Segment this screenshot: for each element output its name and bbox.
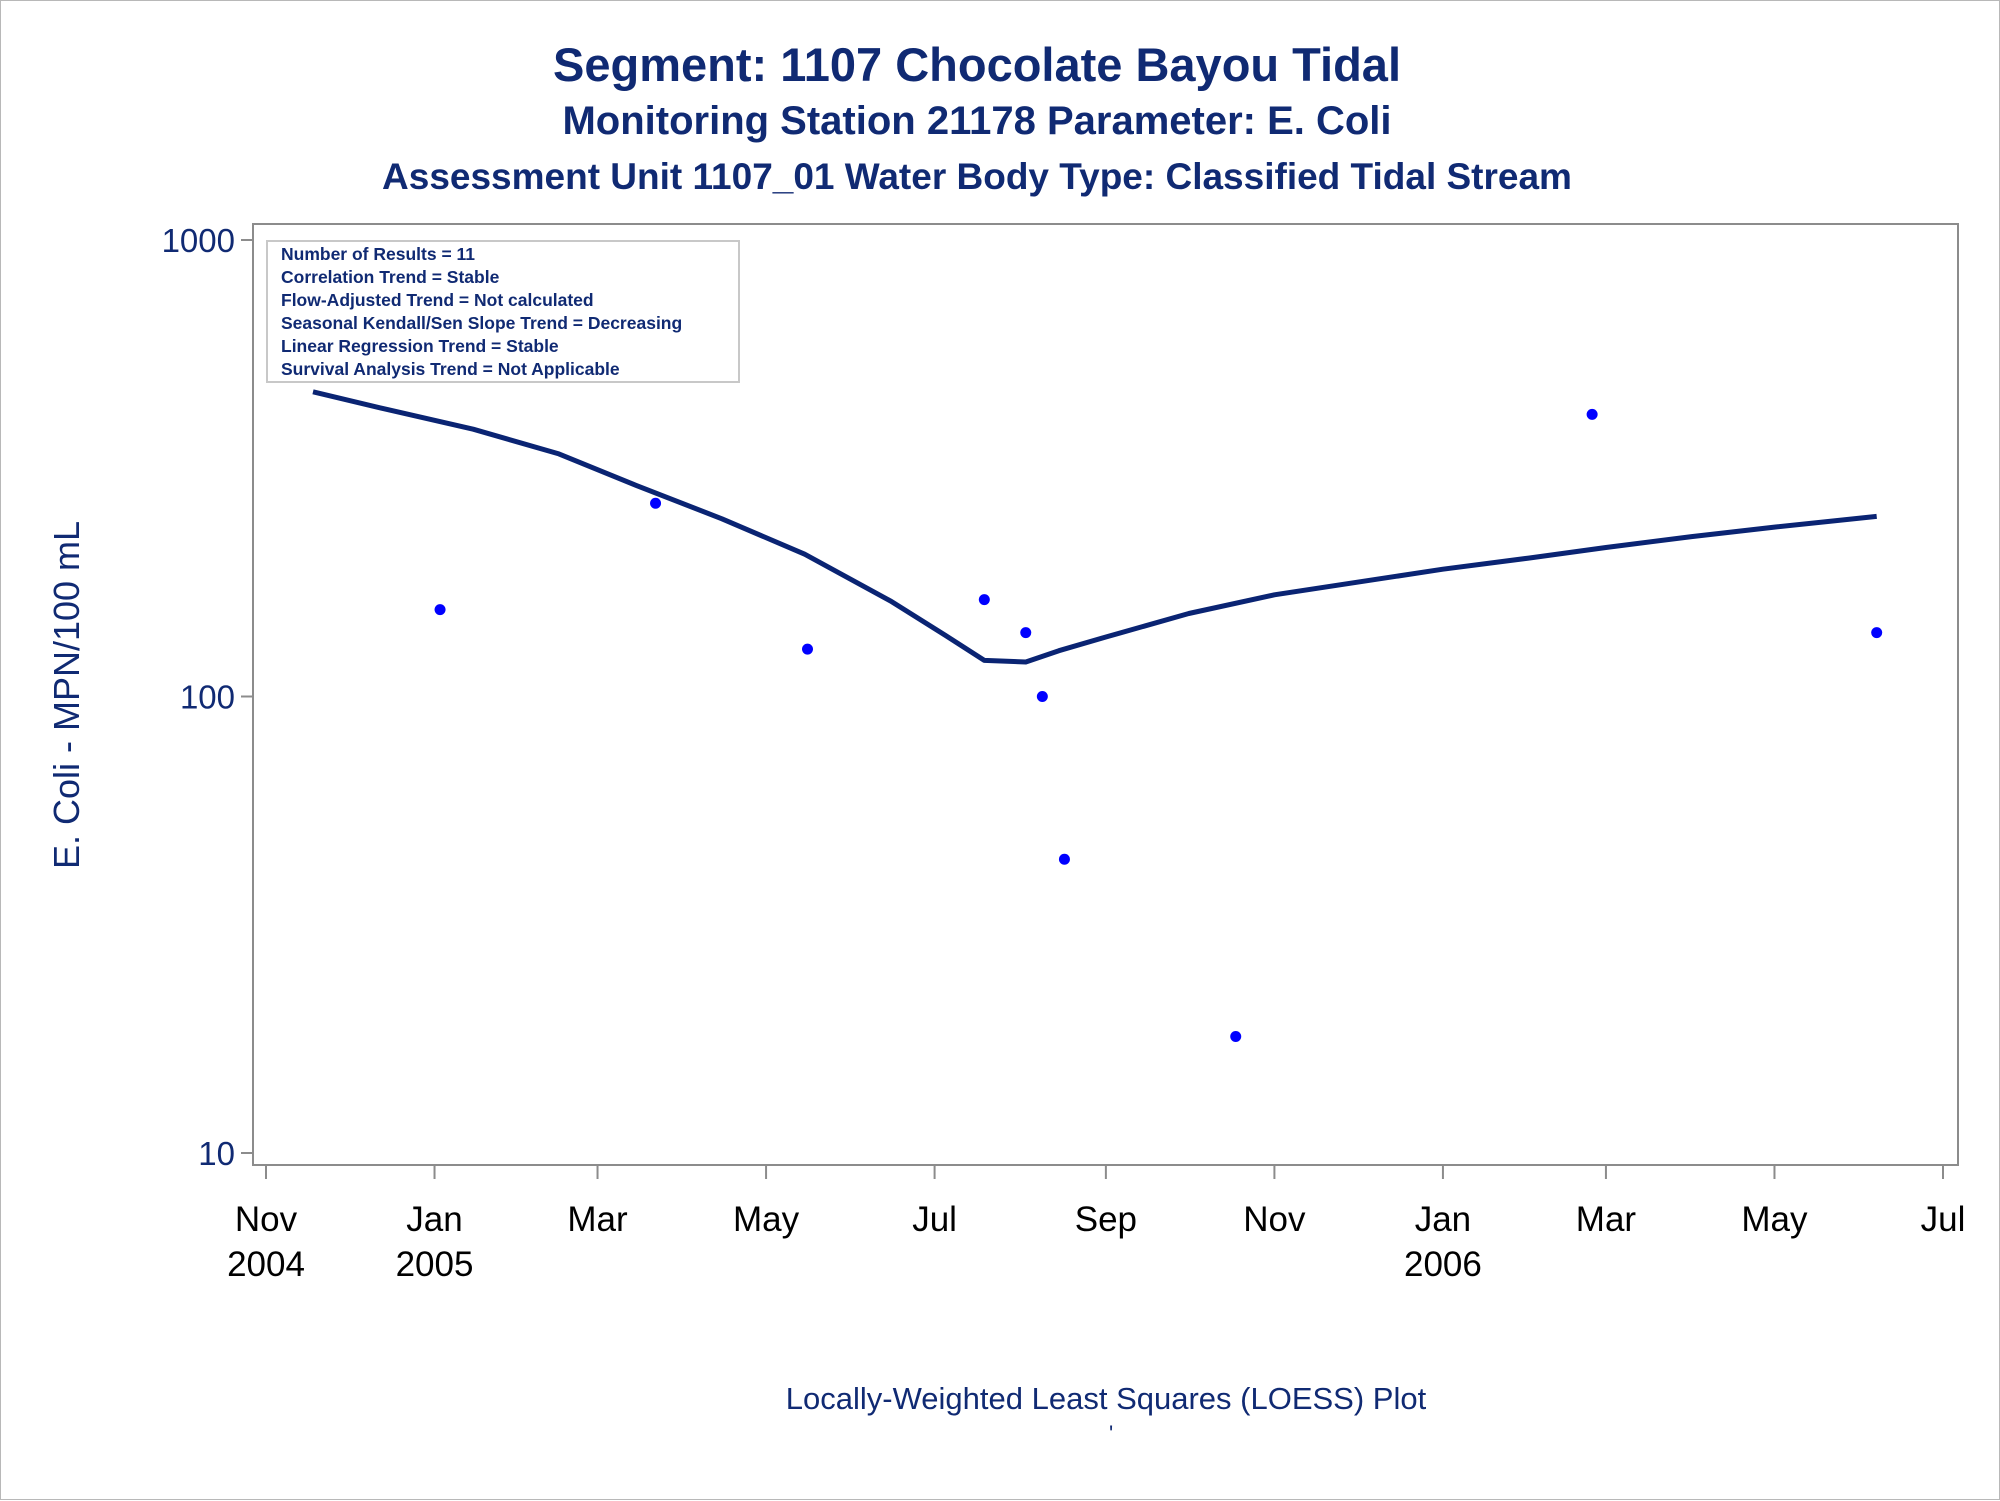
y-tick-label: 10 [198,1135,235,1172]
stats-box-line: Survival Analysis Trend = Not Applicable [281,359,620,379]
stats-box-line: Number of Results = 11 [281,244,475,264]
x-tick-label: May [733,1200,800,1239]
data-point [1020,627,1032,639]
footnote-mark: ' [1109,1421,1114,1446]
chart-subtitle-assessment: Assessment Unit 1107_01 Water Body Type:… [382,156,1572,197]
footnote: Locally-Weighted Least Squares (LOESS) P… [785,1381,1427,1416]
data-point [978,594,990,606]
data-point [1871,627,1883,639]
x-tick-label: Jul [912,1200,957,1239]
x-tick-label: Nov [1243,1200,1306,1239]
x-tick-label: Jan [1415,1200,1471,1239]
x-tick-label: Nov [235,1200,298,1239]
x-tick-label: Jan [406,1200,462,1239]
x-tick-year-label: 2005 [396,1245,474,1284]
data-point [1230,1030,1242,1042]
stats-box [266,240,740,383]
x-tick-label: Mar [1576,1200,1637,1239]
loess-line [312,389,1877,665]
chart-subtitle-station: Monitoring Station 21178 Parameter: E. C… [562,99,1392,143]
x-tick-label: Jul [1921,1200,1966,1239]
x-tick-label: May [1741,1200,1808,1239]
stats-box-line: Correlation Trend = Stable [281,267,500,287]
data-point [1036,691,1048,702]
y-tick-label: 1000 [162,222,235,259]
y-tick-label: 100 [180,679,235,716]
x-tick-label: Mar [567,1200,628,1239]
x-tick-year-label: 2004 [227,1245,305,1284]
data-point [1058,853,1070,865]
chart-title: Segment: 1107 Chocolate Bayou Tidal [553,38,1401,91]
data-point [434,604,446,616]
x-tick-label: Sep [1075,1200,1137,1239]
y-axis-label: E. Coli - MPN/100 mL [46,521,87,869]
data-point [1586,408,1598,420]
stats-box-line: Seasonal Kendall/Sen Slope Trend = Decre… [281,313,682,333]
stats-box-line: Linear Regression Trend = Stable [281,336,559,356]
data-point [802,643,814,655]
stats-box-line: Flow-Adjusted Trend = Not calculated [281,290,594,310]
x-tick-year-label: 2006 [1404,1245,1482,1284]
data-point [650,497,662,509]
